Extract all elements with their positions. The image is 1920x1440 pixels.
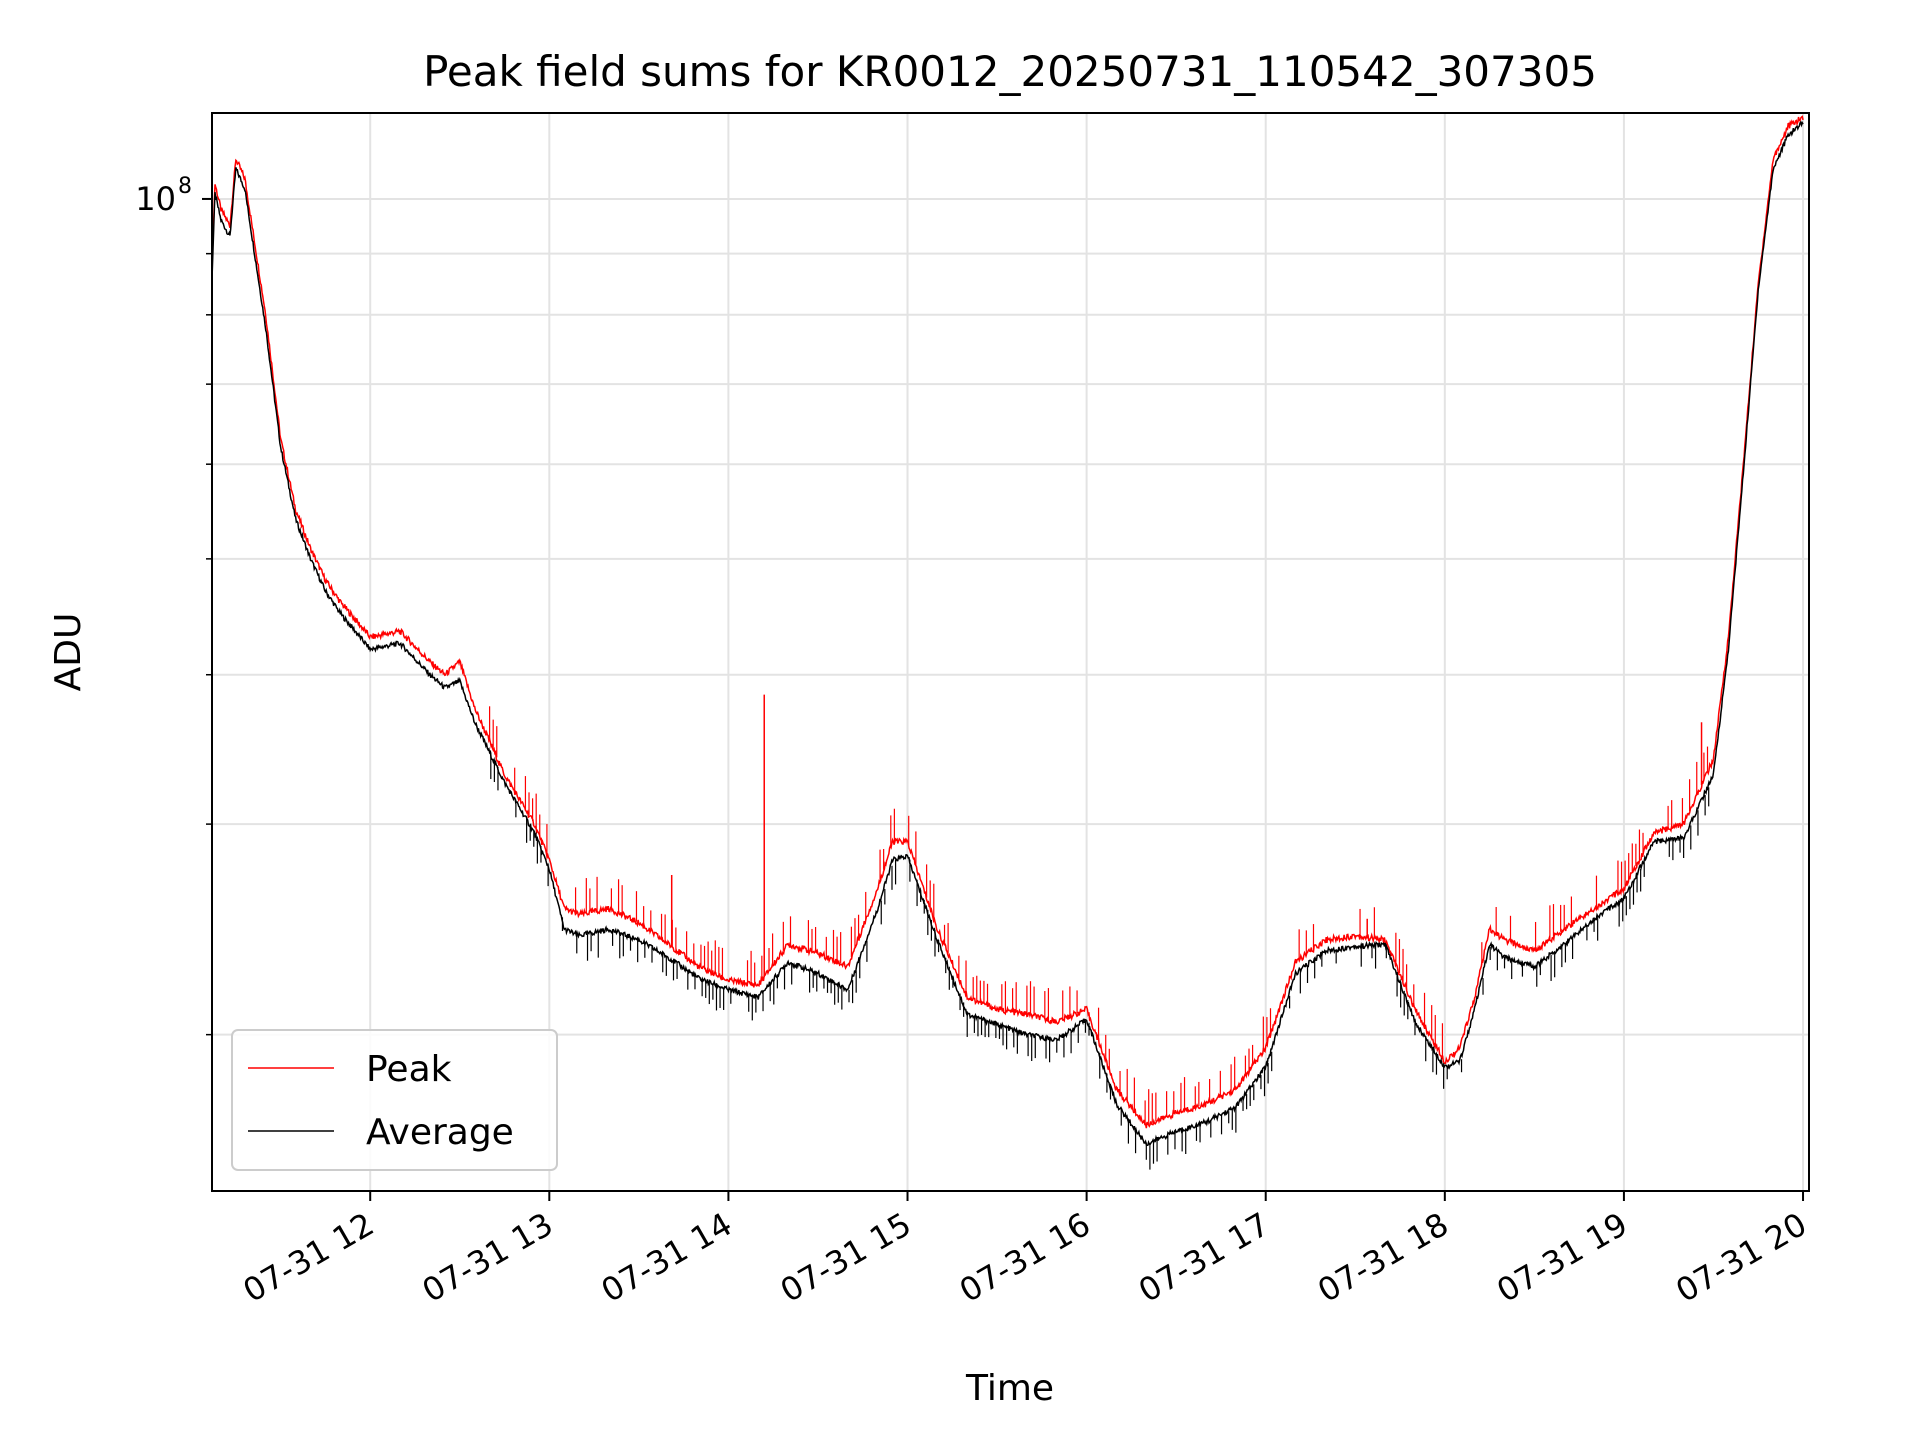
x-tick-label: 07-31 12 (237, 1205, 381, 1310)
average-noise (490, 752, 1710, 1170)
series-line-average (212, 120, 1804, 1146)
y-grid (212, 197, 1809, 1036)
x-grid (369, 113, 1805, 1191)
legend-box (231, 1029, 558, 1171)
legend: Peak Average (231, 1029, 558, 1171)
x-tick-label: 07-31 14 (595, 1205, 739, 1310)
series-line-peak (212, 115, 1804, 1129)
x-axis-ticks: 07-31 12 07-31 13 07-31 14 07-31 15 07-31 16… (237, 1191, 1813, 1310)
chart-title: Peak field sums for KR0012_20250731_1105… (423, 47, 1597, 96)
y-tick-label: 10 (135, 180, 176, 218)
x-tick-label: 07-31 16 (953, 1205, 1097, 1310)
legend-label-peak: Peak (366, 1049, 452, 1090)
x-tick-label: 07-31 20 (1669, 1205, 1813, 1310)
y-axis-ticks: 10 8 (135, 174, 212, 1036)
peak-spikes (489, 694, 1709, 1125)
plot-frame (211, 112, 1810, 1192)
x-tick-label: 07-31 17 (1132, 1205, 1276, 1310)
y-axis-label: ADU (48, 613, 89, 692)
x-tick-label: 07-31 19 (1490, 1205, 1634, 1310)
x-tick-label: 07-31 13 (416, 1205, 560, 1310)
x-tick-label: 07-31 18 (1311, 1205, 1455, 1310)
x-tick-label: 07-31 15 (774, 1205, 918, 1310)
y-tick-exponent: 8 (178, 174, 192, 199)
x-axis-label: Time (965, 1368, 1054, 1409)
legend-label-average: Average (366, 1112, 514, 1153)
